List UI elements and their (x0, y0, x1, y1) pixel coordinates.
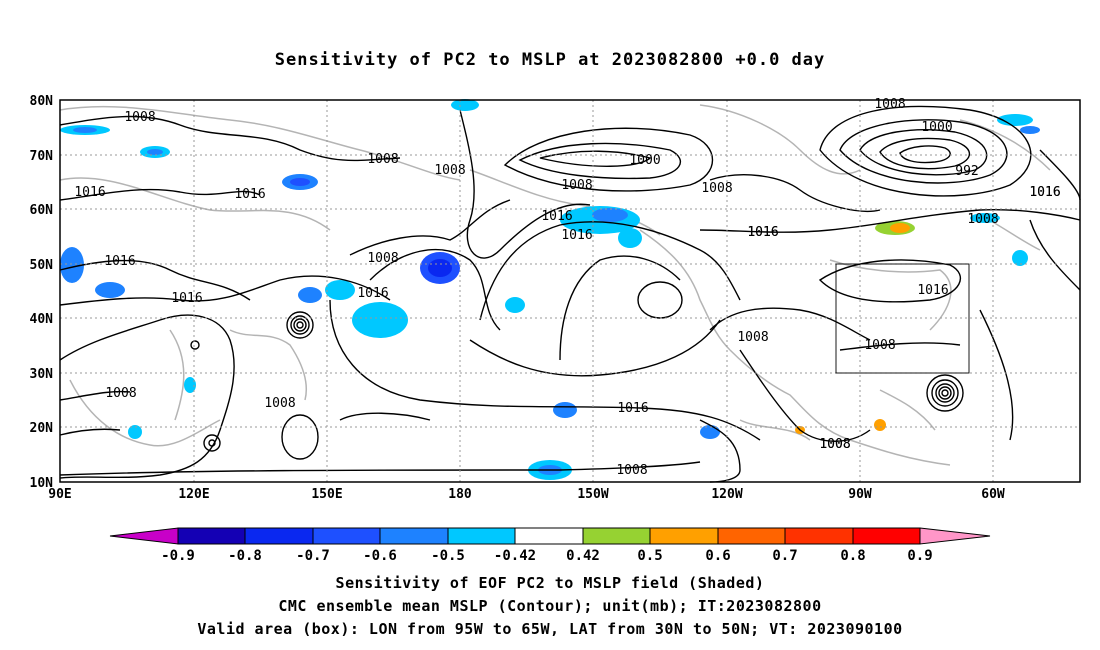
contour-label-group: 1008 1016 1016 1008 1016 1008 1008 1016 … (74, 97, 1060, 478)
contour-label: 1016 (1029, 185, 1060, 200)
colorbar-cell (177, 527, 246, 545)
colorbar-cell (582, 527, 651, 545)
latitude-axis: 80N 70N 60N 50N 40N 30N 20N 10N (30, 94, 54, 491)
colorbar-ticks: -0.9 -0.8 -0.7 -0.6 -0.5 -0.42 0.42 0.5 … (161, 548, 933, 564)
contour-label: 1016 (1029, 185, 1060, 200)
colorbar-cell (717, 527, 786, 545)
shading-patches (60, 99, 1040, 480)
contour-label: 1008 (864, 338, 895, 353)
contour-label: 1008 (124, 110, 155, 125)
contour-label: 1008 (967, 212, 998, 227)
caption-shading: Sensitivity of EOF PC2 to MSLP field (Sh… (335, 574, 765, 592)
colorbar-cell (514, 527, 584, 545)
colorbar-tick-label: 0.8 (840, 548, 865, 564)
lat-label: 70N (30, 149, 54, 164)
caption-valid-area: Valid area (box): LON from 95W to 65W, L… (197, 620, 903, 638)
contour-label: 1016 (357, 286, 388, 301)
contour-label: 1016 (234, 187, 265, 202)
colorbar-tick-label: 0.9 (907, 548, 932, 564)
colorbar-cell (852, 527, 921, 545)
colorbar-low-triangle (109, 527, 179, 545)
lon-label: 150W (577, 487, 608, 502)
contour-label: 1016 (74, 185, 105, 200)
contour-label: 1016 (617, 401, 648, 416)
lat-label: 40N (30, 312, 54, 327)
lat-label: 10N (30, 476, 54, 491)
colorbar-tick-label: 0.5 (637, 548, 662, 564)
colorbar-cell (649, 527, 719, 545)
colorbar-tick-label: -0.9 (161, 548, 195, 564)
colorbar-cell (447, 527, 516, 545)
lon-label: 120E (178, 487, 209, 502)
caption-contour: CMC ensemble mean MSLP (Contour); unit(m… (278, 597, 822, 615)
lat-label: 30N (30, 367, 54, 382)
contour-label: 1008 (434, 163, 465, 178)
contour-label: 1016 (747, 225, 778, 240)
contour-label: 1008 (616, 463, 647, 478)
contour-label: 1016 (561, 228, 592, 243)
map-frame (59, 99, 1081, 483)
map-title: Sensitivity of PC2 to MSLP at 2023082800… (274, 50, 826, 70)
colorbar-tick-label: -0.7 (296, 548, 330, 564)
colorbar-high-triangle (919, 527, 991, 545)
lat-label: 60N (30, 203, 54, 218)
lon-label: 60W (981, 487, 1005, 502)
contour-label: 1000 (921, 120, 952, 135)
contour-label: 1008 (819, 437, 850, 452)
colorbar-tick-label: 0.7 (772, 548, 797, 564)
lon-label: 150E (311, 487, 342, 502)
contour-label: 1016 (917, 283, 948, 298)
contour-label: 992 (955, 164, 978, 179)
lon-label: 180 (448, 487, 472, 502)
contour-label: 1016 (541, 209, 572, 224)
contour-label: 1000 (629, 153, 660, 168)
lat-label: 20N (30, 421, 54, 436)
colorbar-tick-label: -0.5 (431, 548, 465, 564)
longitude-axis: 90E 120E 150E 180 150W 120W 90W 60W (48, 487, 1005, 502)
colorbar-cell (379, 527, 449, 545)
colorbar (109, 527, 991, 545)
contour-label: 1008 (367, 251, 398, 266)
colorbar-tick-label: -0.6 (363, 548, 397, 564)
contour-label: 1016 (171, 291, 202, 306)
colorbar-cell (312, 527, 381, 545)
contour-label: 1008 (701, 181, 732, 196)
contour-label: 1016 (747, 225, 778, 240)
lon-label: 90W (848, 487, 872, 502)
lat-label: 80N (30, 94, 54, 109)
sensitivity-map: 1008 1016 1016 1008 1016 1008 1008 1016 … (30, 94, 1081, 564)
valid-area-box (835, 263, 970, 374)
colorbar-tick-label: -0.42 (494, 548, 536, 564)
colorbar-tick-label: 0.6 (705, 548, 730, 564)
contour-label: 1008 (737, 330, 768, 345)
contour-label: 1008 (367, 152, 398, 167)
contour-label: 1008 (561, 178, 592, 193)
contour-label: 1008 (264, 396, 295, 411)
lon-label: 120W (711, 487, 742, 502)
lat-label: 50N (30, 258, 54, 273)
contour-label: 1008 (105, 386, 136, 401)
mslp-contours (59, 105, 1081, 483)
contour-label: 1016 (104, 254, 135, 269)
colorbar-tick-label: -0.8 (228, 548, 262, 564)
colorbar-cell (244, 527, 314, 545)
contour-label: 1008 (819, 437, 850, 452)
colorbar-cell (784, 527, 854, 545)
lon-label: 90E (48, 487, 71, 502)
colorbar-tick-label: 0.42 (566, 548, 600, 564)
